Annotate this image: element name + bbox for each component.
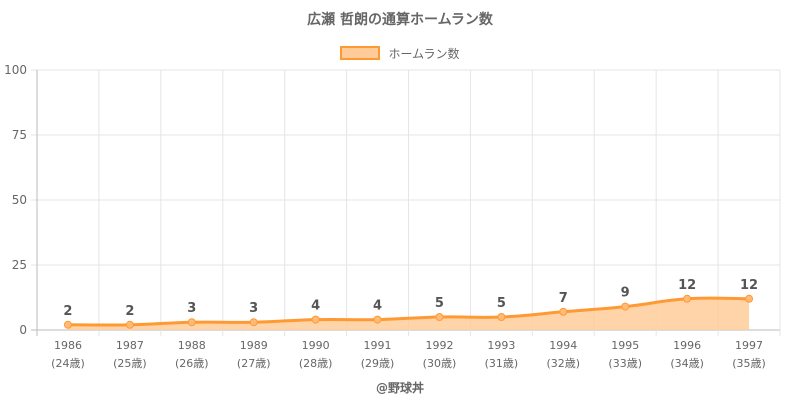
legend-label: ホームラン数 xyxy=(388,47,460,61)
legend[interactable]: ホームラン数 xyxy=(0,45,800,62)
x-tick-label: 1991 xyxy=(364,339,392,352)
data-point xyxy=(187,318,196,327)
y-tick-label: 50 xyxy=(12,193,27,207)
x-tick-label: 1994 xyxy=(549,339,577,352)
legend-swatch xyxy=(340,46,381,60)
x-tick-age-label: (26歳) xyxy=(175,357,209,370)
x-tick-label: 1992 xyxy=(425,339,453,352)
data-label: 3 xyxy=(187,301,196,316)
x-tick-label: 1997 xyxy=(735,339,763,352)
data-label: 4 xyxy=(373,299,382,314)
x-tick-age-label: (25歳) xyxy=(113,357,147,370)
x-tick-label: 1986 xyxy=(54,339,82,352)
data-label: 2 xyxy=(125,304,134,319)
x-tick-age-label: (27歳) xyxy=(237,357,271,370)
x-tick-age-label: (32歳) xyxy=(546,357,580,370)
x-tick-age-label: (24歳) xyxy=(51,357,85,370)
data-label: 4 xyxy=(311,299,320,314)
x-tick-age-label: (30歳) xyxy=(423,357,457,370)
x-tick-label: 1993 xyxy=(487,339,515,352)
data-label: 2 xyxy=(63,304,72,319)
data-point xyxy=(559,307,568,316)
series-line xyxy=(67,296,750,327)
data-point xyxy=(63,320,72,329)
data-label: 5 xyxy=(497,296,506,311)
x-tick-age-label: (33歳) xyxy=(608,357,642,370)
data-label: 12 xyxy=(740,278,758,293)
x-tick-age-label: (34歳) xyxy=(670,357,704,370)
data-point xyxy=(435,313,444,321)
x-tick-label: 1988 xyxy=(178,339,206,352)
data-label: 7 xyxy=(559,291,568,306)
data-label: 3 xyxy=(249,301,258,316)
x-tick-label: 1987 xyxy=(116,339,144,352)
x-tick-label: 1995 xyxy=(611,339,639,352)
chart-title: 広瀬 哲朗の通算ホームラン数 xyxy=(307,12,493,28)
x-tick-age-label: (31歳) xyxy=(485,357,519,370)
x-tick-age-label: (35歳) xyxy=(732,357,766,370)
x-tick-label: 1996 xyxy=(673,339,701,352)
y-tick-label: 25 xyxy=(12,258,27,272)
credit: @野球丼 xyxy=(375,381,424,395)
data-point xyxy=(683,294,692,303)
x-tick-age-label: (29歳) xyxy=(361,357,395,370)
x-tick-label: 1990 xyxy=(302,339,330,352)
y-tick-label: 0 xyxy=(19,323,27,337)
data-label: 5 xyxy=(435,296,444,311)
data-point xyxy=(621,302,630,311)
data-point xyxy=(311,315,320,324)
x-tick-age-label: (28歳) xyxy=(299,357,333,370)
data-point xyxy=(249,318,258,327)
data-point xyxy=(373,315,382,324)
y-tick-label: 100 xyxy=(4,63,27,77)
data-point xyxy=(745,294,754,303)
data-point xyxy=(497,313,506,321)
data-label: 12 xyxy=(678,278,696,293)
data-label: 9 xyxy=(621,286,630,301)
series-area xyxy=(67,298,750,330)
data-point xyxy=(125,320,134,329)
y-tick-label: 75 xyxy=(12,128,27,142)
x-tick-label: 1989 xyxy=(240,339,268,352)
